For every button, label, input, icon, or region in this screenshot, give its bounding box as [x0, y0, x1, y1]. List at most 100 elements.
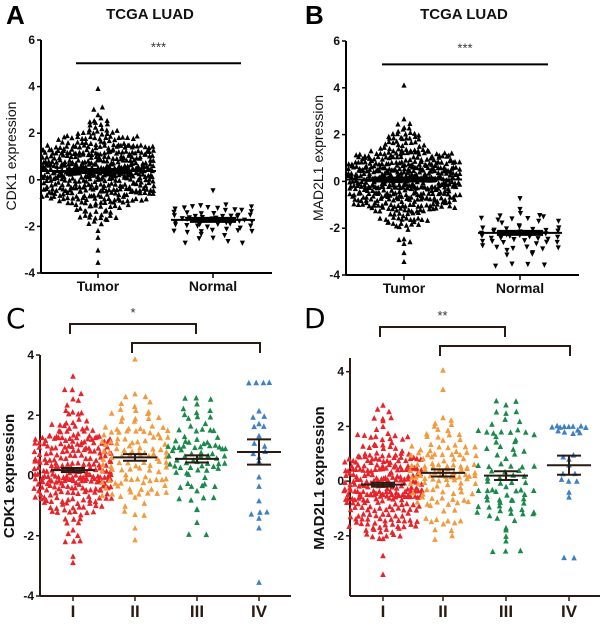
data-point	[342, 479, 348, 485]
data-point	[421, 150, 428, 156]
data-point	[149, 423, 156, 429]
data-point	[443, 476, 450, 483]
data-point	[110, 155, 116, 161]
data-point	[414, 499, 421, 505]
data-point	[113, 214, 119, 220]
data-point	[445, 501, 452, 507]
data-point	[57, 192, 63, 198]
data-point	[187, 422, 194, 429]
data-point	[90, 186, 96, 192]
data-point	[362, 154, 368, 160]
x-tick-label: II	[130, 602, 139, 621]
data-point	[108, 410, 115, 416]
data-point	[403, 457, 409, 464]
data-point	[100, 188, 106, 194]
data-point	[88, 140, 94, 146]
data-point	[392, 190, 398, 196]
data-point	[433, 516, 440, 523]
data-point	[55, 434, 62, 441]
data-point	[401, 523, 407, 530]
data-point	[250, 414, 256, 420]
data-point	[386, 149, 392, 155]
data-point	[357, 466, 363, 472]
data-point	[380, 441, 386, 448]
data-point	[388, 201, 394, 208]
data-point	[453, 183, 459, 190]
data-point	[438, 203, 445, 209]
data-point	[127, 466, 134, 472]
data-point	[355, 462, 361, 468]
data-point	[130, 173, 136, 179]
data-point	[70, 538, 77, 544]
panel-a: A TCGA LUAD CDK1 expression	[3, 0, 194, 210]
data-point	[137, 190, 143, 196]
data-point	[250, 450, 257, 457]
data-point	[376, 535, 383, 541]
data-point	[197, 443, 204, 450]
data-point	[98, 115, 104, 121]
data-point	[104, 191, 110, 197]
data-point	[416, 136, 422, 142]
data-point	[123, 475, 129, 482]
data-point	[372, 466, 379, 473]
data-point	[84, 146, 90, 153]
data-point	[180, 443, 187, 449]
data-point	[364, 467, 371, 473]
data-point	[60, 191, 66, 197]
data-point	[415, 215, 421, 221]
data-point	[84, 509, 90, 516]
data-point	[70, 419, 76, 426]
data-point	[112, 190, 118, 196]
data-point	[510, 446, 517, 452]
data-point	[53, 144, 59, 150]
data-point	[44, 142, 51, 148]
data-point	[380, 415, 386, 422]
data-point	[163, 448, 170, 455]
data-point	[62, 515, 69, 522]
data-point	[414, 164, 420, 171]
data-point	[171, 209, 177, 215]
data-point	[408, 484, 415, 490]
data-point	[386, 205, 392, 212]
data-point	[150, 445, 156, 452]
data-point	[266, 379, 273, 386]
data-point	[480, 225, 486, 231]
data-point	[70, 516, 77, 522]
data-point	[399, 135, 405, 142]
data-point	[112, 202, 118, 209]
data-point	[414, 196, 421, 202]
data-point	[425, 185, 431, 192]
data-point	[106, 182, 112, 188]
data-point	[401, 236, 407, 242]
data-point	[389, 474, 396, 480]
data-point	[102, 423, 109, 430]
data-point	[100, 482, 107, 489]
data-point	[503, 483, 509, 490]
data-point	[114, 155, 120, 162]
data-point	[345, 467, 351, 474]
data-point	[198, 211, 204, 217]
data-point	[47, 491, 54, 498]
data-point	[408, 451, 414, 458]
data-point	[94, 433, 100, 440]
data-point	[256, 524, 262, 531]
data-point	[64, 519, 70, 526]
data-point	[58, 454, 64, 461]
data-point	[76, 152, 82, 158]
data-point	[61, 422, 68, 429]
data-point	[93, 184, 99, 191]
data-point	[457, 159, 463, 165]
data-point	[394, 138, 400, 144]
data-point	[57, 144, 63, 151]
data-point	[44, 468, 50, 474]
data-point	[366, 171, 373, 177]
data-point	[355, 453, 362, 459]
data-point	[377, 215, 383, 221]
data-point	[70, 553, 76, 559]
data-point	[131, 403, 138, 410]
data-point	[75, 430, 81, 437]
data-point	[86, 445, 92, 451]
data-point	[48, 153, 54, 159]
data-point	[72, 508, 78, 515]
data-point	[194, 487, 200, 494]
